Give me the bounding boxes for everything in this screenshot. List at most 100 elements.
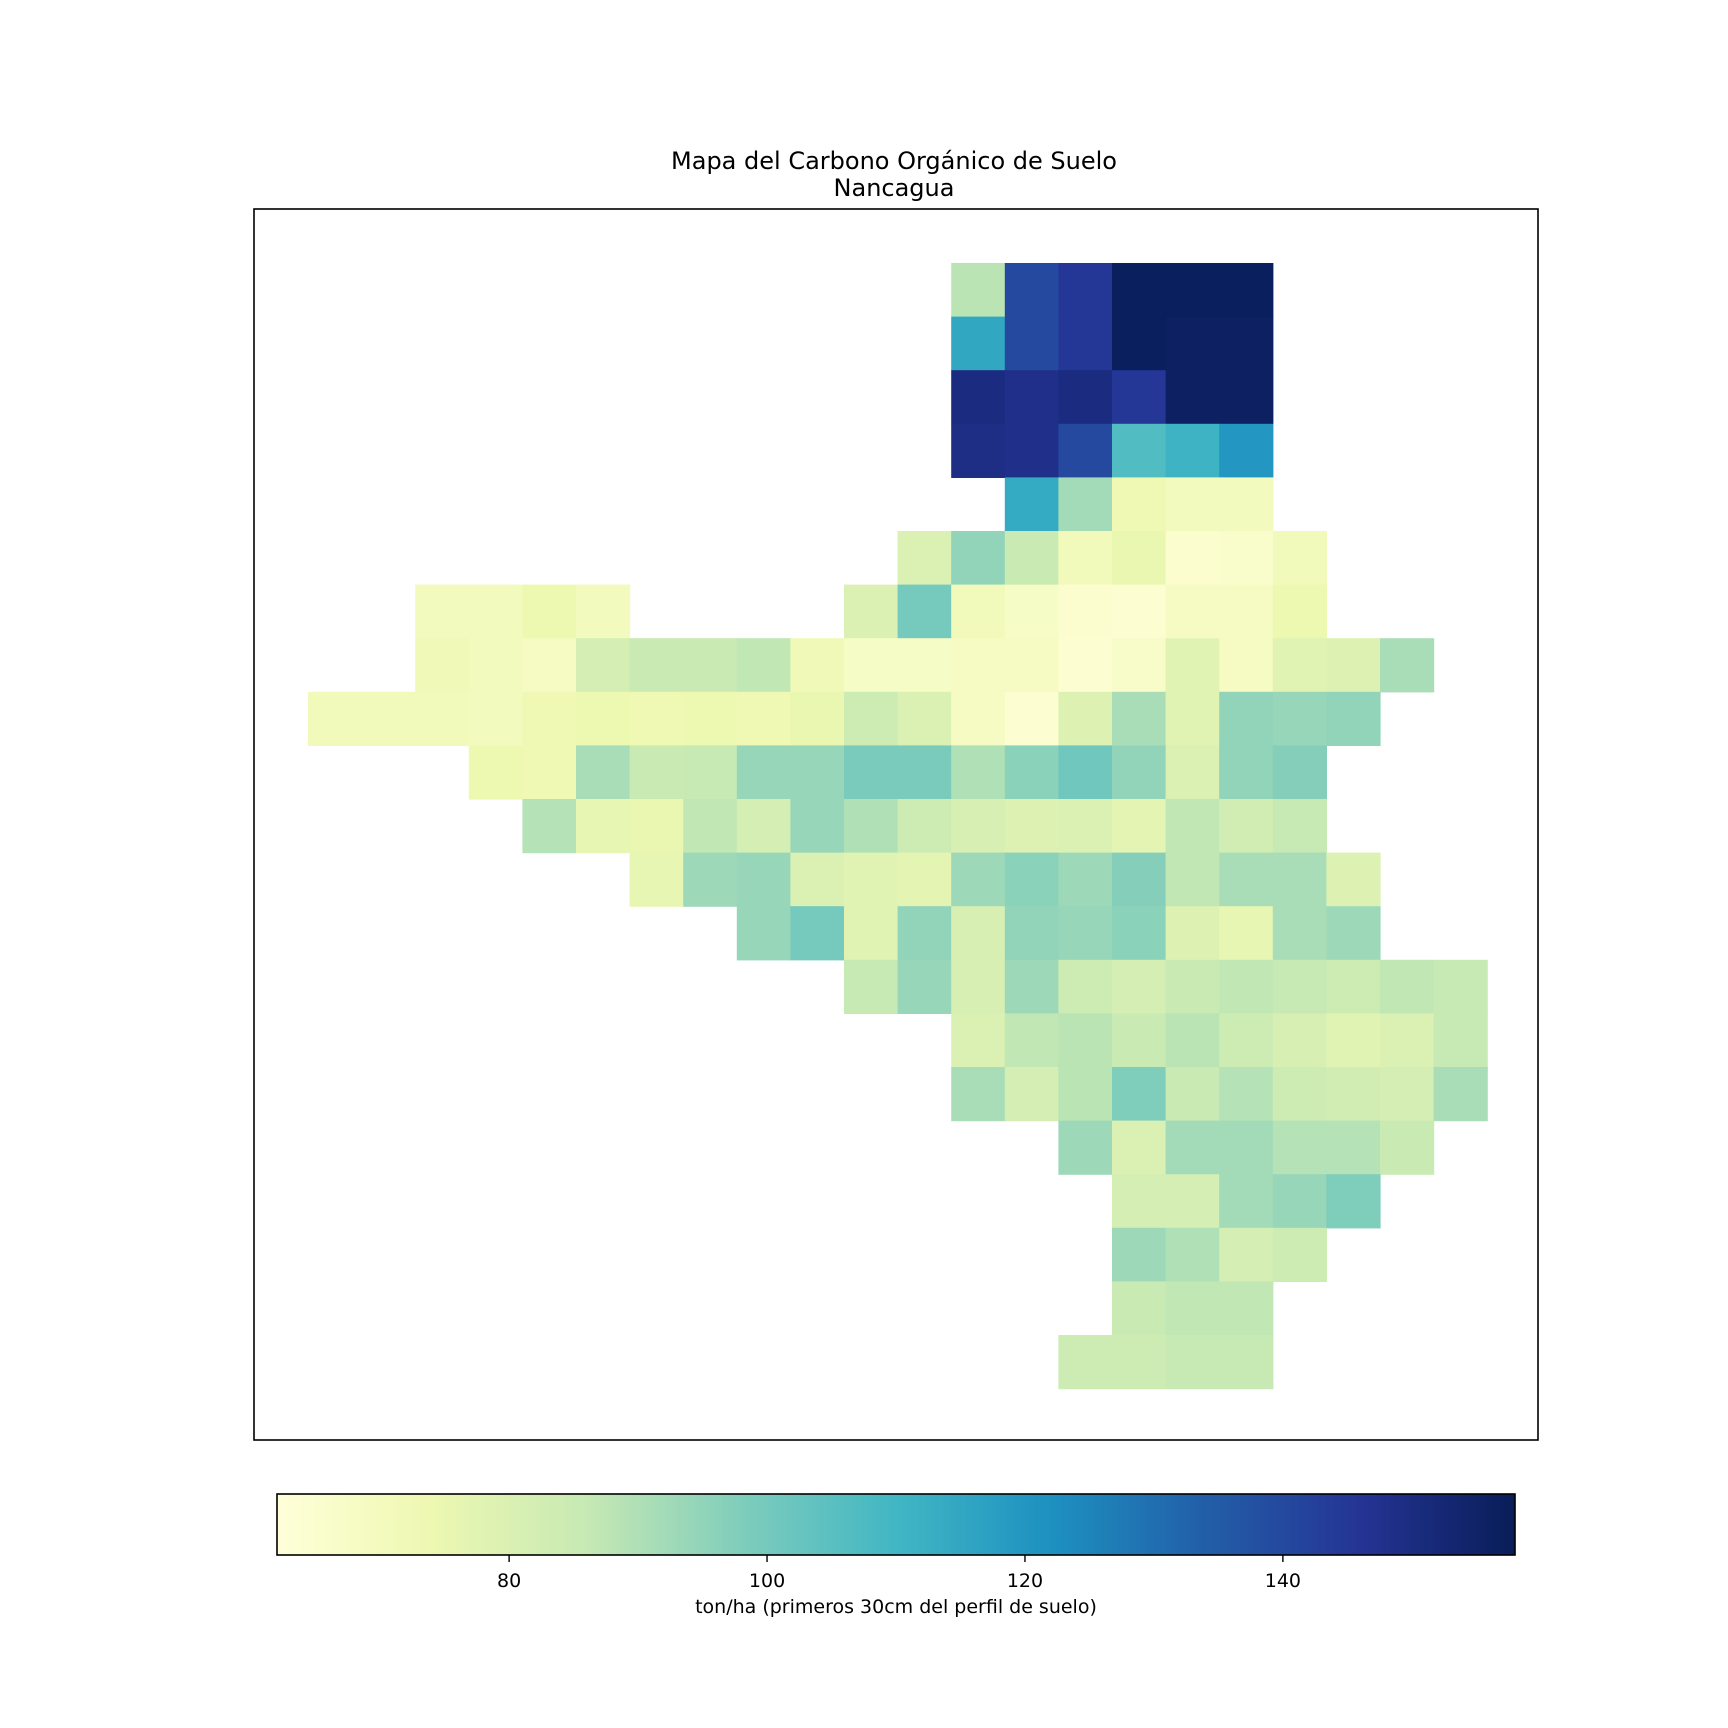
heatmap-cell	[1272, 799, 1327, 854]
heatmap-cell	[1004, 745, 1059, 800]
heatmap-cell	[683, 638, 738, 693]
heatmap-cell	[897, 959, 952, 1014]
heatmap-cell	[951, 316, 1006, 371]
colorbar-tick-label: 100	[749, 1570, 785, 1592]
heatmap-cell	[1326, 1174, 1381, 1229]
heatmap-cell	[1112, 1013, 1167, 1068]
heatmap-cell	[468, 638, 523, 693]
heatmap-cell	[468, 745, 523, 800]
heatmap-cell	[844, 691, 899, 746]
heatmap-cell	[522, 584, 577, 639]
heatmap-cell	[951, 423, 1006, 478]
heatmap-cell	[1004, 584, 1059, 639]
heatmap-cell	[1004, 531, 1059, 586]
heatmap-cell	[1165, 852, 1220, 907]
heatmap-cell	[1058, 799, 1113, 854]
heatmap-cell	[1058, 423, 1113, 478]
heatmap-cell	[790, 745, 845, 800]
heatmap-cell	[1004, 959, 1059, 1014]
heatmap-cell	[1058, 316, 1113, 371]
heatmap-cell	[1004, 1067, 1059, 1122]
heatmap-cell	[951, 638, 1006, 693]
heatmap-cell	[1380, 638, 1435, 693]
heatmap-cell	[1219, 1067, 1274, 1122]
heatmap-cell	[1219, 1281, 1274, 1336]
heatmap-cell	[629, 745, 684, 800]
heatmap-cell	[629, 799, 684, 854]
heatmap-cell	[1112, 531, 1167, 586]
heatmap-cell	[1326, 906, 1381, 961]
heatmap-cell	[1004, 477, 1059, 532]
colorbar-label: ton/ha (primeros 30cm del perfil de suel…	[695, 1596, 1097, 1618]
heatmap-cell	[1219, 1013, 1274, 1068]
heatmap-cell	[1112, 906, 1167, 961]
heatmap-cell	[736, 638, 791, 693]
heatmap-cell	[1433, 1067, 1488, 1122]
heatmap-cell	[844, 799, 899, 854]
heatmap-cell	[1112, 423, 1167, 478]
heatmap-cell	[1326, 959, 1381, 1014]
heatmap-cell	[1272, 1174, 1327, 1229]
heatmap-cell	[415, 584, 470, 639]
heatmap-cells	[308, 263, 1488, 1390]
heatmap-cell	[1112, 1067, 1167, 1122]
heatmap-cell	[361, 691, 416, 746]
heatmap-cell	[736, 799, 791, 854]
colorbar-tick-label: 80	[497, 1570, 521, 1592]
heatmap-cell	[951, 745, 1006, 800]
heatmap-cell	[415, 638, 470, 693]
heatmap-cell	[1058, 1013, 1113, 1068]
colorbar-tick-label: 120	[1007, 1570, 1043, 1592]
heatmap-cell	[1165, 477, 1220, 532]
heatmap-cell	[1112, 1335, 1167, 1390]
heatmap-cell	[1112, 691, 1167, 746]
heatmap-cell	[629, 691, 684, 746]
heatmap-cell	[1219, 959, 1274, 1014]
heatmap-cell	[790, 638, 845, 693]
heatmap-cell	[844, 638, 899, 693]
heatmap-cell	[1058, 370, 1113, 425]
heatmap-cell	[736, 691, 791, 746]
heatmap-cell	[1219, 370, 1274, 425]
heatmap-cell	[468, 691, 523, 746]
heatmap-cell	[1004, 638, 1059, 693]
heatmap-cell	[1219, 906, 1274, 961]
heatmap-cell	[1058, 1120, 1113, 1175]
heatmap-cell	[1219, 423, 1274, 478]
colorbar	[276, 1493, 1516, 1556]
heatmap-cell	[308, 691, 363, 746]
heatmap-cell	[1058, 477, 1113, 532]
heatmap-cell	[1165, 1013, 1220, 1068]
heatmap-cell	[1165, 316, 1220, 371]
heatmap-cell	[683, 691, 738, 746]
heatmap-cell	[1219, 1174, 1274, 1229]
heatmap-cell	[1165, 423, 1220, 478]
heatmap-cell	[1165, 799, 1220, 854]
heatmap-cell	[1219, 531, 1274, 586]
heatmap-cell	[1272, 1227, 1327, 1282]
heatmap-cell	[1219, 799, 1274, 854]
heatmap-cell	[1112, 370, 1167, 425]
heatmap-cell	[1165, 1335, 1220, 1390]
heatmap-cell	[1272, 959, 1327, 1014]
heatmap-cell	[683, 799, 738, 854]
heatmap-cell	[1112, 1281, 1167, 1336]
heatmap-cell	[1272, 638, 1327, 693]
heatmap-cell	[897, 691, 952, 746]
heatmap-cell	[1112, 1120, 1167, 1175]
heatmap-cell	[1004, 799, 1059, 854]
heatmap-cell	[897, 852, 952, 907]
heatmap-cell	[736, 745, 791, 800]
heatmap-cell	[897, 799, 952, 854]
heatmap-cell	[1004, 423, 1059, 478]
heatmap-cell	[1058, 263, 1113, 318]
heatmap-cell	[1272, 745, 1327, 800]
heatmap-cell	[1058, 852, 1113, 907]
heatmap-cell	[1165, 1281, 1220, 1336]
heatmap-cell	[736, 852, 791, 907]
heatmap-cell	[844, 584, 899, 639]
heatmap-cell	[1165, 1120, 1220, 1175]
heatmap-cell	[1272, 584, 1327, 639]
heatmap-cell	[1112, 477, 1167, 532]
heatmap-cell	[1272, 1120, 1327, 1175]
